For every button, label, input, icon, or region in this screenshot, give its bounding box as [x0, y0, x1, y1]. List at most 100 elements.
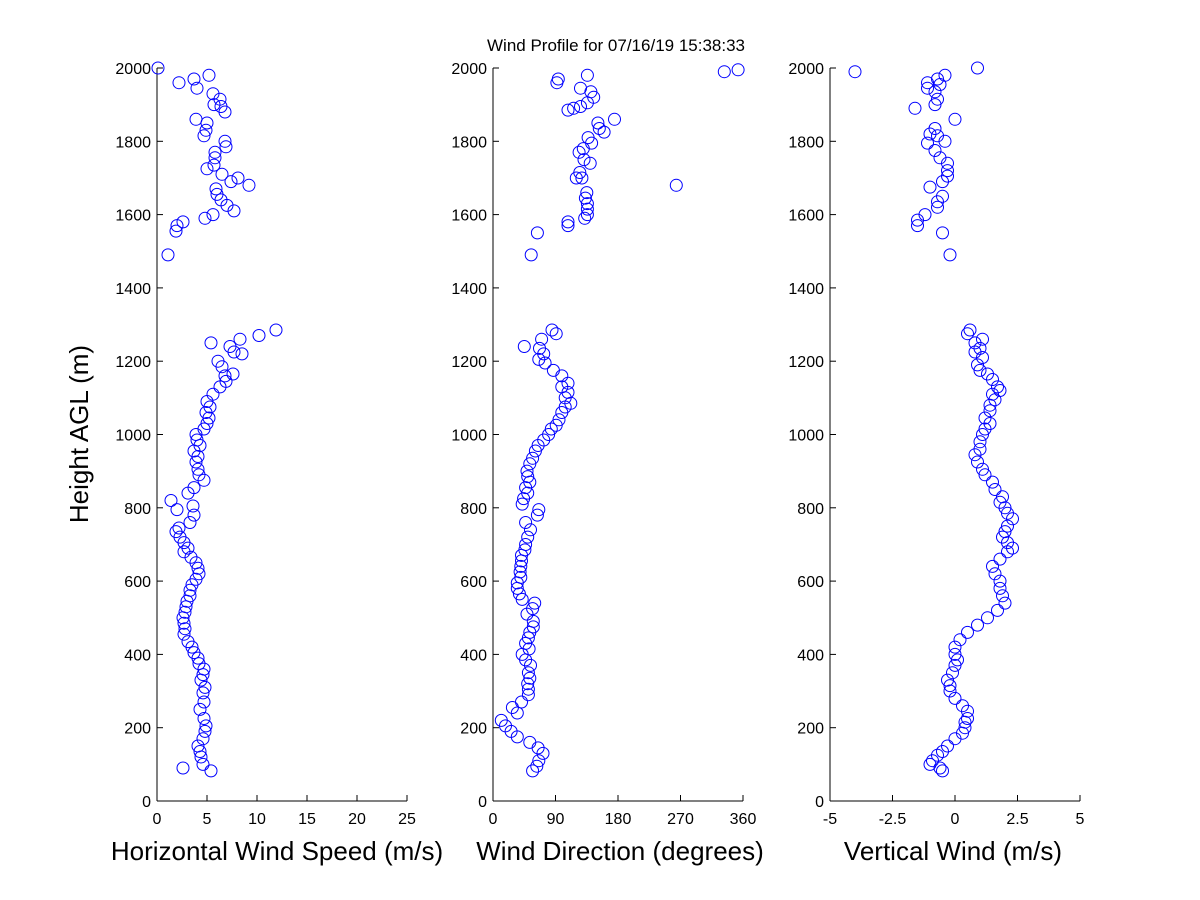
- data-point: [494, 713, 508, 727]
- data-point: [545, 323, 559, 337]
- data-point: [951, 653, 964, 667]
- data-point: [215, 167, 229, 181]
- data-point: [933, 151, 947, 165]
- data-point: [530, 226, 544, 240]
- y-tick-label: 2000: [115, 61, 151, 78]
- data-point: [996, 530, 1009, 544]
- data-point: [178, 622, 192, 636]
- x-tick-label: 20: [348, 811, 366, 828]
- data-point: [520, 464, 534, 478]
- y-tick-label: 1000: [451, 428, 487, 445]
- data-point: [192, 657, 206, 671]
- data-point: [978, 468, 992, 482]
- data-point: [953, 633, 967, 647]
- data-point: [986, 475, 999, 489]
- x-tick-label: 0: [951, 811, 960, 828]
- data-point: [921, 136, 934, 150]
- data-point: [592, 122, 606, 135]
- data-point: [242, 178, 256, 192]
- x-tick-label: 180: [605, 811, 632, 828]
- data-point: [971, 358, 984, 372]
- data-point: [187, 508, 201, 522]
- y-tick-label: 2000: [451, 61, 487, 78]
- data-point: [521, 677, 535, 691]
- data-point: [981, 367, 994, 381]
- data-point: [200, 116, 214, 130]
- data-point: [183, 516, 197, 529]
- data-point: [169, 224, 183, 238]
- data-point: [993, 384, 1007, 397]
- data-point: [941, 169, 954, 183]
- data-point: [549, 327, 563, 341]
- data-point: [513, 565, 527, 579]
- data-point: [978, 411, 992, 425]
- data-point: [219, 140, 233, 154]
- data-point: [956, 699, 969, 713]
- x-axis-label: Vertical Wind (m/s): [844, 836, 1062, 866]
- x-tick-label: 25: [398, 811, 416, 828]
- data-point: [530, 508, 544, 522]
- y-tick-label: 200: [797, 721, 824, 738]
- data-point: [514, 559, 528, 573]
- data-point: [218, 369, 232, 383]
- data-point: [193, 745, 207, 758]
- data-point: [731, 63, 745, 77]
- x-tick-label: 90: [547, 811, 565, 828]
- data-point: [193, 702, 207, 716]
- data-point: [189, 455, 203, 469]
- data-point: [521, 486, 535, 500]
- y-tick-label: 600: [797, 574, 824, 591]
- data-point: [988, 483, 1002, 496]
- data-point: [981, 611, 994, 625]
- y-tick-label: 0: [815, 794, 824, 811]
- data-point: [199, 123, 213, 137]
- data-point: [976, 428, 989, 441]
- data-point: [574, 100, 587, 113]
- data-point: [848, 65, 862, 79]
- data-point: [717, 65, 731, 79]
- data-point: [973, 435, 987, 449]
- data-point: [991, 380, 1004, 394]
- x-tick-label: 15: [298, 811, 316, 828]
- x-tick-label: 2.5: [1006, 811, 1028, 828]
- y-tick-label: 800: [460, 501, 487, 518]
- data-point: [580, 208, 594, 222]
- data-point: [931, 92, 944, 106]
- data-point: [226, 367, 240, 381]
- data-point: [921, 81, 934, 95]
- data-point: [993, 495, 1007, 509]
- data-point: [998, 525, 1012, 539]
- y-tick-label: 200: [124, 721, 151, 738]
- data-point: [524, 523, 537, 537]
- data-point: [971, 61, 984, 75]
- data-point: [161, 248, 175, 262]
- data-point: [177, 627, 191, 641]
- data-point: [941, 673, 954, 687]
- data-point: [583, 156, 597, 170]
- data-point: [211, 354, 225, 368]
- data-point: [931, 748, 944, 762]
- data-point: [206, 387, 220, 401]
- data-point: [948, 112, 962, 126]
- x-tick-label: -5: [823, 811, 837, 828]
- data-point: [988, 567, 1002, 581]
- data-point: [521, 470, 535, 484]
- data-point: [151, 61, 165, 75]
- data-point: [538, 356, 552, 370]
- data-point: [183, 589, 197, 603]
- panel-direction: 0 200 400 600 800 1000 1200 1400 1600 1800 2000 0 90…: [451, 61, 763, 866]
- data-point: [176, 761, 190, 775]
- data-point: [515, 695, 528, 709]
- panel-speed: 0 200 400 600 800 1000 1200 1400 1600 1800 2000 0 5 1…: [111, 61, 443, 866]
- data-point: [519, 538, 533, 551]
- x-tick-label: 0: [153, 811, 162, 828]
- data-point: [961, 327, 974, 341]
- y-tick-label: 1600: [115, 208, 151, 225]
- data-point: [941, 164, 954, 178]
- data-point: [986, 387, 999, 401]
- data-point: [197, 695, 211, 709]
- data-point: [517, 340, 531, 353]
